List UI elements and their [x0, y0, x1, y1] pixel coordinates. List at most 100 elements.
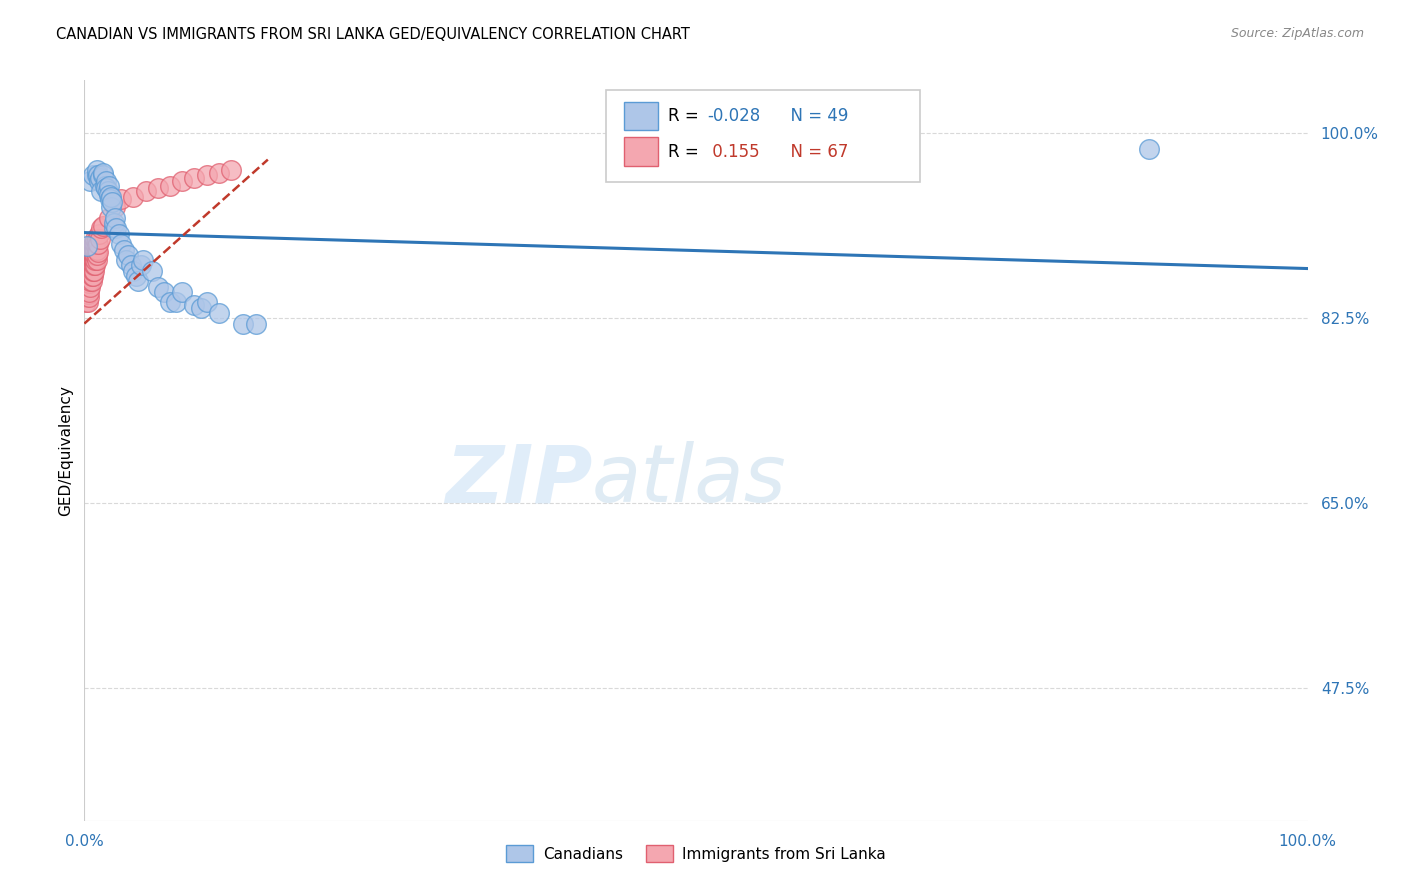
Point [83, 243, 105, 257]
Point [190, 301, 212, 315]
Point [172, 285, 194, 299]
Point [82, 237, 104, 252]
Point [125, 268, 148, 283]
Point [82, 263, 104, 277]
Point [195, 169, 218, 183]
Point [82, 268, 104, 283]
Point [94, 179, 117, 194]
Point [183, 297, 205, 311]
Point [79, 174, 101, 188]
Point [86, 237, 108, 252]
Point [86, 253, 108, 268]
Point [97, 187, 120, 202]
Point [90, 185, 112, 199]
Point [84, 237, 107, 252]
Point [98, 192, 121, 206]
Point [84, 243, 107, 257]
Point [80, 268, 103, 283]
Point [100, 189, 122, 203]
Point [159, 179, 181, 194]
Point [96, 181, 118, 195]
Point [219, 163, 242, 178]
Point [103, 221, 125, 235]
Point [80, 253, 103, 268]
Point [79, 266, 101, 280]
Point [86, 232, 108, 246]
Point [86, 243, 108, 257]
Point [87, 169, 110, 183]
Point [127, 274, 149, 288]
Point [122, 189, 145, 203]
Y-axis label: GED/Equivalency: GED/Equivalency [58, 385, 73, 516]
Point [83, 248, 105, 262]
Point [82, 243, 104, 257]
Point [89, 170, 111, 185]
Text: -0.028: -0.028 [707, 107, 761, 125]
Point [110, 192, 132, 206]
Point [208, 306, 231, 320]
Point [84, 253, 107, 268]
Point [82, 169, 104, 183]
Point [83, 263, 105, 277]
Point [75, 295, 97, 310]
Point [76, 290, 98, 304]
Point [77, 278, 100, 293]
Point [82, 253, 104, 268]
Point [153, 285, 176, 299]
Point [76, 268, 98, 283]
Point [159, 295, 181, 310]
Point [115, 253, 138, 268]
Text: R =: R = [668, 107, 704, 125]
Point [208, 166, 231, 180]
Point [91, 169, 114, 183]
Point [107, 227, 129, 241]
Point [91, 166, 114, 180]
Point [77, 290, 100, 304]
Point [80, 274, 103, 288]
Text: 0.155: 0.155 [707, 143, 759, 161]
Point [86, 169, 108, 183]
Point [132, 253, 155, 268]
Point [146, 181, 169, 195]
Point [87, 244, 110, 259]
Point [104, 200, 127, 214]
Text: atlas: atlas [592, 441, 787, 519]
Point [110, 237, 132, 252]
Point [80, 258, 103, 272]
Text: ZIP: ZIP [444, 441, 592, 519]
Point [76, 279, 98, 293]
Point [183, 170, 205, 185]
Point [87, 174, 110, 188]
Point [84, 258, 107, 272]
Point [232, 317, 254, 331]
Point [77, 263, 100, 277]
Point [83, 253, 105, 268]
Point [112, 243, 135, 257]
Point [80, 263, 103, 277]
Point [77, 272, 100, 286]
Point [83, 258, 105, 272]
Point [104, 211, 127, 225]
Point [195, 295, 218, 310]
Point [79, 258, 101, 272]
Point [77, 285, 100, 299]
Point [77, 283, 100, 297]
Point [77, 295, 100, 310]
Point [75, 274, 97, 288]
Point [77, 263, 100, 277]
Text: R =: R = [668, 143, 704, 161]
Point [165, 295, 187, 310]
Point [82, 248, 104, 262]
Point [76, 239, 98, 253]
Point [91, 219, 114, 234]
Point [75, 285, 97, 299]
Point [86, 248, 108, 262]
Point [122, 263, 145, 277]
Text: N = 49: N = 49 [780, 107, 849, 125]
Point [120, 258, 142, 272]
Point [77, 287, 100, 301]
Point [90, 221, 112, 235]
Point [97, 185, 120, 199]
Point [100, 200, 122, 214]
Point [146, 279, 169, 293]
